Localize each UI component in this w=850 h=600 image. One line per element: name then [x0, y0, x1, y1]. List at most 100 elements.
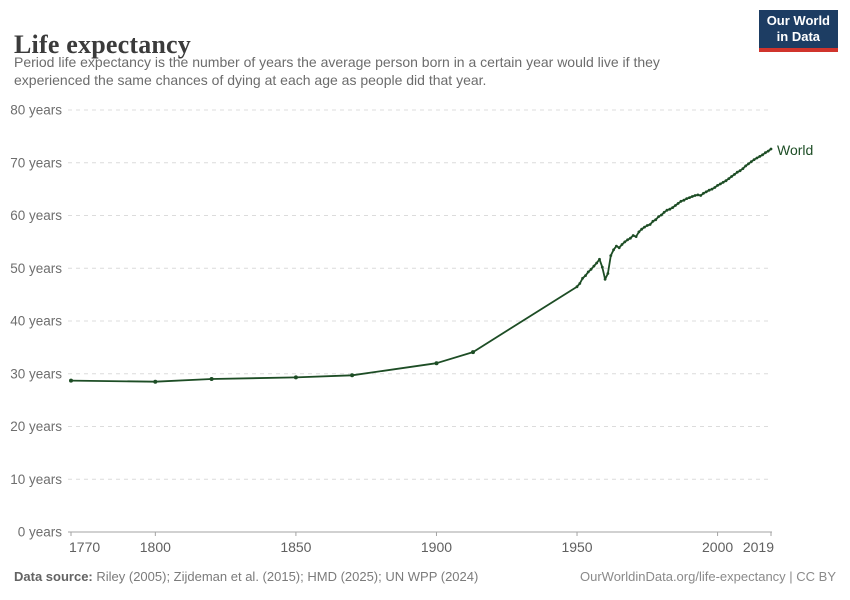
data-point[interactable]	[735, 170, 739, 174]
data-source-text: Riley (2005); Zijdeman et al. (2015); HM…	[92, 569, 479, 584]
data-point[interactable]	[752, 158, 756, 162]
data-point[interactable]	[679, 199, 683, 203]
data-point[interactable]	[738, 169, 742, 173]
data-point[interactable]	[592, 264, 596, 268]
data-point[interactable]	[682, 198, 686, 202]
owid-logo[interactable]: Our World in Data	[758, 10, 838, 52]
data-point[interactable]	[645, 224, 649, 227]
data-point[interactable]	[707, 188, 711, 192]
data-point[interactable]	[153, 379, 158, 384]
x-tick-label: 1800	[140, 539, 171, 555]
data-point[interactable]	[696, 193, 700, 197]
data-point[interactable]	[589, 267, 593, 271]
data-point[interactable]	[617, 246, 621, 250]
data-point[interactable]	[626, 238, 629, 242]
chart-subtitle: Period life expectancy is the number of …	[14, 54, 660, 88]
data-point[interactable]	[716, 184, 719, 187]
data-point[interactable]	[704, 190, 708, 194]
data-point[interactable]	[741, 167, 745, 171]
footer-link[interactable]: OurWorldinData.org/life-expectancy | CC …	[579, 569, 836, 584]
data-point[interactable]	[724, 179, 728, 183]
data-point[interactable]	[758, 155, 762, 158]
data-point[interactable]	[749, 160, 753, 164]
data-point[interactable]	[648, 223, 652, 226]
data-point[interactable]	[609, 254, 613, 257]
data-point[interactable]	[69, 378, 73, 383]
data-point[interactable]	[434, 361, 439, 366]
data-point[interactable]	[584, 274, 587, 277]
data-point[interactable]	[620, 243, 624, 246]
data-point[interactable]	[600, 265, 604, 269]
data-point[interactable]	[688, 196, 691, 200]
data-point[interactable]	[634, 235, 638, 239]
data-point[interactable]	[730, 175, 733, 178]
x-tick-label: 1900	[421, 539, 452, 555]
data-point[interactable]	[651, 219, 655, 223]
data-point[interactable]	[606, 272, 610, 275]
data-point[interactable]	[578, 282, 582, 285]
data-source-note: Data source: Riley (2005); Zijdeman et a…	[14, 569, 478, 584]
data-point[interactable]	[693, 194, 697, 197]
data-point[interactable]	[586, 270, 590, 274]
data-point[interactable]	[690, 195, 694, 198]
trend-line-world[interactable]	[70, 148, 772, 383]
data-point[interactable]	[744, 164, 748, 168]
data-point[interactable]	[761, 153, 764, 157]
data-point[interactable]	[654, 218, 658, 222]
data-point[interactable]	[685, 197, 689, 201]
data-point[interactable]	[293, 375, 298, 380]
data-point[interactable]	[702, 191, 705, 195]
data-point[interactable]	[598, 257, 601, 261]
data-point[interactable]	[575, 285, 579, 289]
data-point[interactable]	[660, 213, 663, 217]
data-point[interactable]	[727, 177, 731, 181]
data-source-label: Data source:	[14, 569, 93, 584]
y-tick-label: 70 years	[10, 155, 62, 170]
data-point[interactable]	[764, 151, 767, 155]
x-tick-label: 2019	[743, 539, 774, 555]
data-point[interactable]	[657, 215, 660, 219]
data-point[interactable]	[747, 162, 750, 166]
data-point[interactable]	[350, 373, 355, 378]
data-point[interactable]	[769, 147, 773, 151]
y-tick-label: 20 years	[10, 419, 62, 434]
data-point[interactable]	[719, 182, 722, 186]
data-point[interactable]	[713, 186, 717, 189]
x-tick-label: 2000	[702, 539, 733, 555]
data-point[interactable]	[612, 248, 615, 252]
data-point[interactable]	[471, 350, 475, 355]
data-point[interactable]	[665, 208, 669, 212]
entity-label-world[interactable]: World	[777, 142, 814, 158]
data-point[interactable]	[699, 194, 703, 197]
data-point[interactable]	[615, 244, 618, 248]
y-tick-label: 60 years	[10, 208, 62, 223]
data-point[interactable]	[676, 202, 680, 205]
y-tick-label: 80 years	[10, 103, 62, 118]
data-point[interactable]	[603, 277, 607, 281]
data-point[interactable]	[629, 236, 632, 240]
data-point[interactable]	[662, 210, 666, 214]
data-point[interactable]	[643, 225, 646, 229]
data-point[interactable]	[637, 230, 641, 234]
data-point[interactable]	[766, 149, 770, 153]
data-point[interactable]	[631, 234, 635, 237]
x-tick-label: 1770	[69, 539, 100, 555]
owid-logo-line2: in Data	[776, 29, 821, 44]
data-point[interactable]	[671, 206, 674, 210]
data-point[interactable]	[595, 261, 599, 265]
data-point[interactable]	[581, 276, 584, 280]
y-tick-label: 10 years	[10, 472, 62, 487]
data-point[interactable]	[710, 187, 714, 191]
data-point[interactable]	[668, 207, 672, 211]
data-point[interactable]	[623, 240, 627, 244]
data-point[interactable]	[755, 156, 759, 160]
data-point[interactable]	[733, 173, 736, 176]
x-tick-label: 1950	[561, 539, 592, 555]
data-point[interactable]	[209, 377, 214, 381]
data-point[interactable]	[721, 180, 725, 184]
x-tick-label: 1850	[280, 539, 311, 555]
data-point[interactable]	[674, 204, 677, 207]
page-title: Life expectancy	[14, 30, 192, 60]
data-point[interactable]	[640, 227, 644, 231]
